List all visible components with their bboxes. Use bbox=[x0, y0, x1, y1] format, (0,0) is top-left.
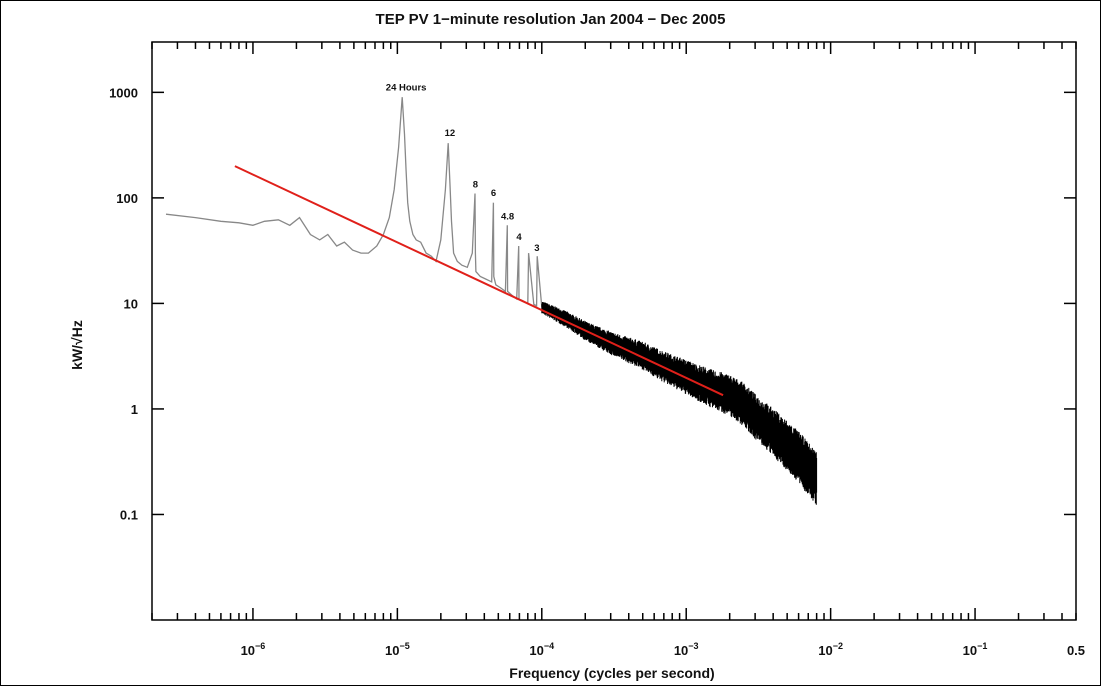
x-tick-label: 10−4 bbox=[529, 641, 554, 658]
x-tick-label: 10−5 bbox=[385, 641, 410, 658]
peak-label: 4.8 bbox=[501, 211, 514, 222]
y-tick-label: 100 bbox=[116, 191, 138, 206]
y-tick-label: 1000 bbox=[109, 85, 138, 100]
y-axis-label: kW/√Hz bbox=[69, 320, 85, 370]
y-tick-labels: 1000 100 10 1 0.1 bbox=[109, 85, 138, 522]
spectrum-noise-band bbox=[541, 302, 818, 505]
peak-label: 12 bbox=[445, 128, 456, 139]
x-axis-label: Frequency (cycles per second) bbox=[509, 665, 714, 681]
plot-area bbox=[151, 41, 1077, 621]
peak-label: 4 bbox=[516, 232, 522, 243]
spectrum-line-low-freq bbox=[165, 97, 543, 308]
peak-label: 24 Hours bbox=[386, 82, 427, 93]
series-layer bbox=[165, 97, 818, 505]
y-tick-label: 10 bbox=[124, 296, 138, 311]
peak-label: 6 bbox=[491, 188, 496, 199]
x-tick-label: 10−1 bbox=[963, 641, 988, 658]
x-tick-label: 10−6 bbox=[241, 641, 266, 658]
peak-label: 8 bbox=[473, 180, 478, 191]
y-tick-label: 1 bbox=[131, 402, 138, 417]
axis-ticks bbox=[151, 42, 1077, 620]
peak-annotations: 24 Hours 12 8 6 4.84 3 bbox=[386, 82, 540, 254]
chart-title: TEP PV 1−minute resolution Jan 2004 − De… bbox=[375, 11, 726, 28]
fit-line bbox=[234, 165, 724, 397]
x-tick-label: 10−3 bbox=[674, 641, 699, 658]
peak-label: 3 bbox=[534, 243, 539, 254]
x-tick-label: 10−2 bbox=[818, 641, 843, 658]
y-tick-label: 0.1 bbox=[120, 507, 138, 522]
x-tick-label: 0.5 bbox=[1067, 643, 1085, 658]
x-tick-labels: 10−6 10−5 10−4 10−3 10−2 10−1 0.5 bbox=[241, 641, 1085, 658]
